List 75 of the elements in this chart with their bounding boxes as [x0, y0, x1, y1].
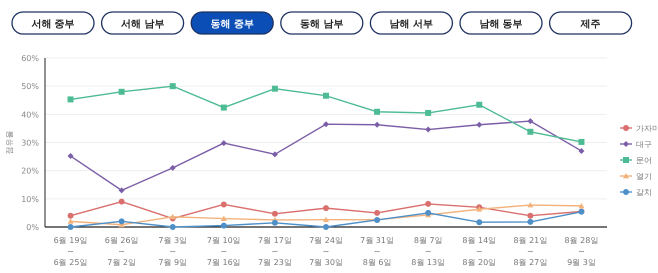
legend-label: 문어 — [636, 156, 652, 165]
text: 동해 남부 — [300, 19, 344, 30]
point — [220, 222, 227, 229]
x-tick-label: 6월 26일 ~ 7월 2일 — [104, 236, 139, 267]
point — [527, 128, 534, 135]
y-tick-label: 30% — [21, 138, 40, 148]
point — [170, 214, 176, 220]
text: 제주 — [580, 19, 601, 30]
y-axis-title: 점유율 — [5, 130, 14, 154]
point — [170, 83, 176, 90]
y-tick-label: 10% — [21, 194, 40, 204]
y-tick-label: 60% — [21, 54, 40, 63]
text: 남해 동부 — [479, 19, 523, 30]
legend-label: 대구 — [636, 140, 652, 149]
legend-label: 갈치 — [636, 188, 652, 197]
point — [68, 153, 74, 160]
point — [578, 202, 584, 208]
point — [68, 212, 74, 219]
point — [425, 126, 432, 133]
point — [425, 200, 432, 207]
point — [118, 187, 125, 194]
point — [68, 224, 74, 230]
x-tick-label: 8월 7일 ~ 8월 13일 — [411, 236, 446, 267]
x-tick-label: 8월 21일 ~ 8월 27일 — [513, 236, 548, 267]
y-tick-label: 50% — [21, 82, 40, 92]
y-tick-label: 40% — [21, 110, 40, 120]
point — [68, 96, 74, 102]
point — [323, 92, 329, 99]
x-tick-label: 7월 3일 ~ 7월 9일 — [158, 236, 188, 267]
y-tick-label: 0% — [26, 223, 40, 232]
point — [476, 122, 482, 128]
point — [272, 210, 278, 217]
x-tick-label: 8월 28일 ~ 9월 3일 — [564, 236, 598, 267]
x-tick-label: 7월 31일 ~ 8월 6일 — [360, 236, 394, 267]
point — [118, 218, 125, 224]
text: 서해 중부 — [31, 19, 75, 30]
point — [374, 210, 380, 216]
legend-label: 열기 — [636, 172, 652, 181]
text: 동해 중부 — [210, 19, 254, 30]
text: 서해 남부 — [120, 19, 164, 30]
x-tick-label: 7월 17일 ~ 7월 23일 — [258, 236, 292, 267]
point — [323, 216, 329, 222]
point — [220, 216, 227, 221]
point — [374, 108, 380, 115]
x-tick-label: 6월 19일 ~ 6월 25일 — [54, 236, 88, 267]
x-tick-label: 7월 24일 ~ 7월 30일 — [309, 236, 343, 267]
point — [272, 86, 278, 92]
point — [170, 164, 176, 171]
point — [323, 205, 329, 212]
point — [425, 110, 432, 116]
point — [220, 104, 227, 111]
legend-label: 가자미 — [636, 124, 658, 133]
point — [220, 201, 227, 208]
x-tick-label: 7월 10일 ~ 7월 16일 — [206, 236, 241, 267]
point — [272, 151, 278, 158]
point — [170, 224, 176, 230]
point — [323, 224, 329, 230]
point — [476, 219, 482, 226]
point — [374, 122, 380, 128]
point — [527, 218, 534, 225]
y-tick-label: 20% — [21, 166, 40, 176]
point — [68, 218, 74, 224]
text: 남해 서부 — [390, 19, 434, 30]
point — [527, 118, 534, 124]
point — [476, 102, 482, 108]
point — [527, 212, 534, 219]
x-tick-label: 8월 14일 ~ 8월 20일 — [462, 236, 496, 267]
point — [323, 121, 329, 128]
point — [118, 198, 125, 205]
point — [272, 220, 278, 226]
point — [220, 140, 227, 146]
point — [118, 88, 125, 95]
point — [578, 148, 584, 154]
point — [578, 138, 584, 145]
point — [527, 202, 534, 208]
